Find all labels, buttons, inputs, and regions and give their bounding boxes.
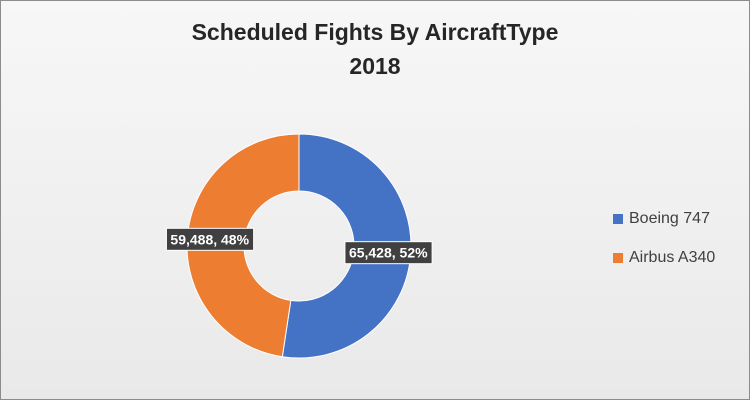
data-label: 65,428, 52%	[344, 241, 433, 265]
data-label-text: 65,428, 52%	[349, 245, 428, 261]
data-label-box	[344, 241, 433, 265]
data-label-box	[165, 227, 255, 251]
data-label-text: 59,488, 48%	[170, 231, 249, 247]
donut-slice-boeing-747	[281, 133, 412, 359]
legend-label: Boeing 747	[629, 210, 710, 227]
legend-item-airbus-a340: Airbus A340	[613, 248, 715, 268]
chart-title-block: Scheduled Fights By AircraftType 2018	[1, 15, 749, 83]
legend: Boeing 747 Airbus A340	[613, 209, 715, 287]
legend-item-boeing-747: Boeing 747	[613, 209, 715, 229]
legend-label: Airbus A340	[629, 249, 716, 266]
data-label: 59,488, 48%	[165, 227, 255, 251]
chart-subtitle: 2018	[349, 53, 401, 79]
legend-swatch	[613, 214, 623, 224]
legend-swatch	[613, 253, 623, 263]
chart-title: Scheduled Fights By AircraftType	[191, 19, 559, 45]
